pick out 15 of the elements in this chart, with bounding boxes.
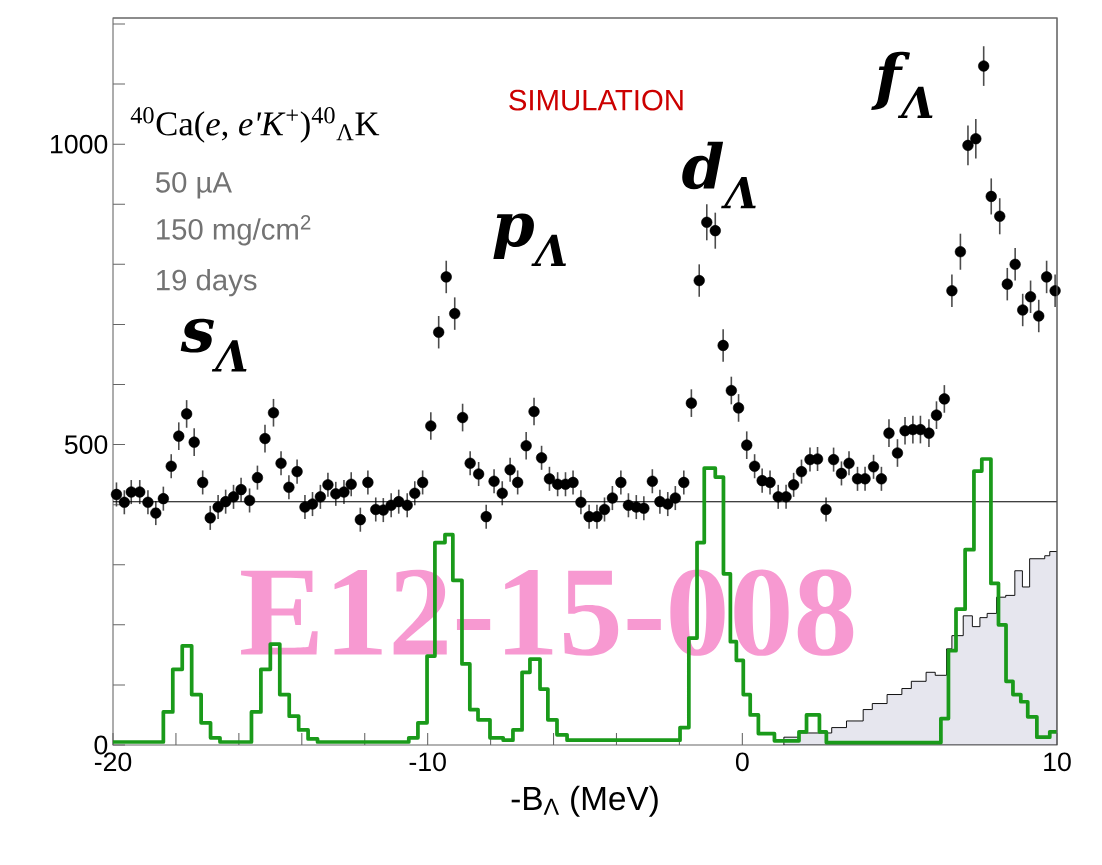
annotation: 150 mg/cm$^{2}$ [157, 215, 311, 246]
annotation: s$_{Λ}$ [180, 318, 247, 372]
x-axis-title: -B$_{Λ}$ (MeV) [511, 785, 658, 817]
y-tick-label: 500 [64, 435, 108, 455]
x-tick-label: -10 [409, 752, 446, 772]
annotation: SIMULATION [509, 89, 683, 111]
x-tick-label: 10 [1044, 752, 1071, 772]
text: $^{40}$Ca(e, e'K$^{+}$)$^{40}$$_{Λ}$K [130, 107, 380, 143]
annotation: 19 days [157, 268, 257, 297]
y-tick-label: 1000 [51, 134, 108, 154]
annotation: f$_{Λ}$ [871, 51, 933, 119]
annotation: d$_{Λ}$ [682, 141, 756, 209]
annotation: 50 µA [155, 171, 232, 199]
x-tick-label: 0 [735, 752, 749, 772]
annotation: p$_{Λ}$ [493, 213, 566, 267]
